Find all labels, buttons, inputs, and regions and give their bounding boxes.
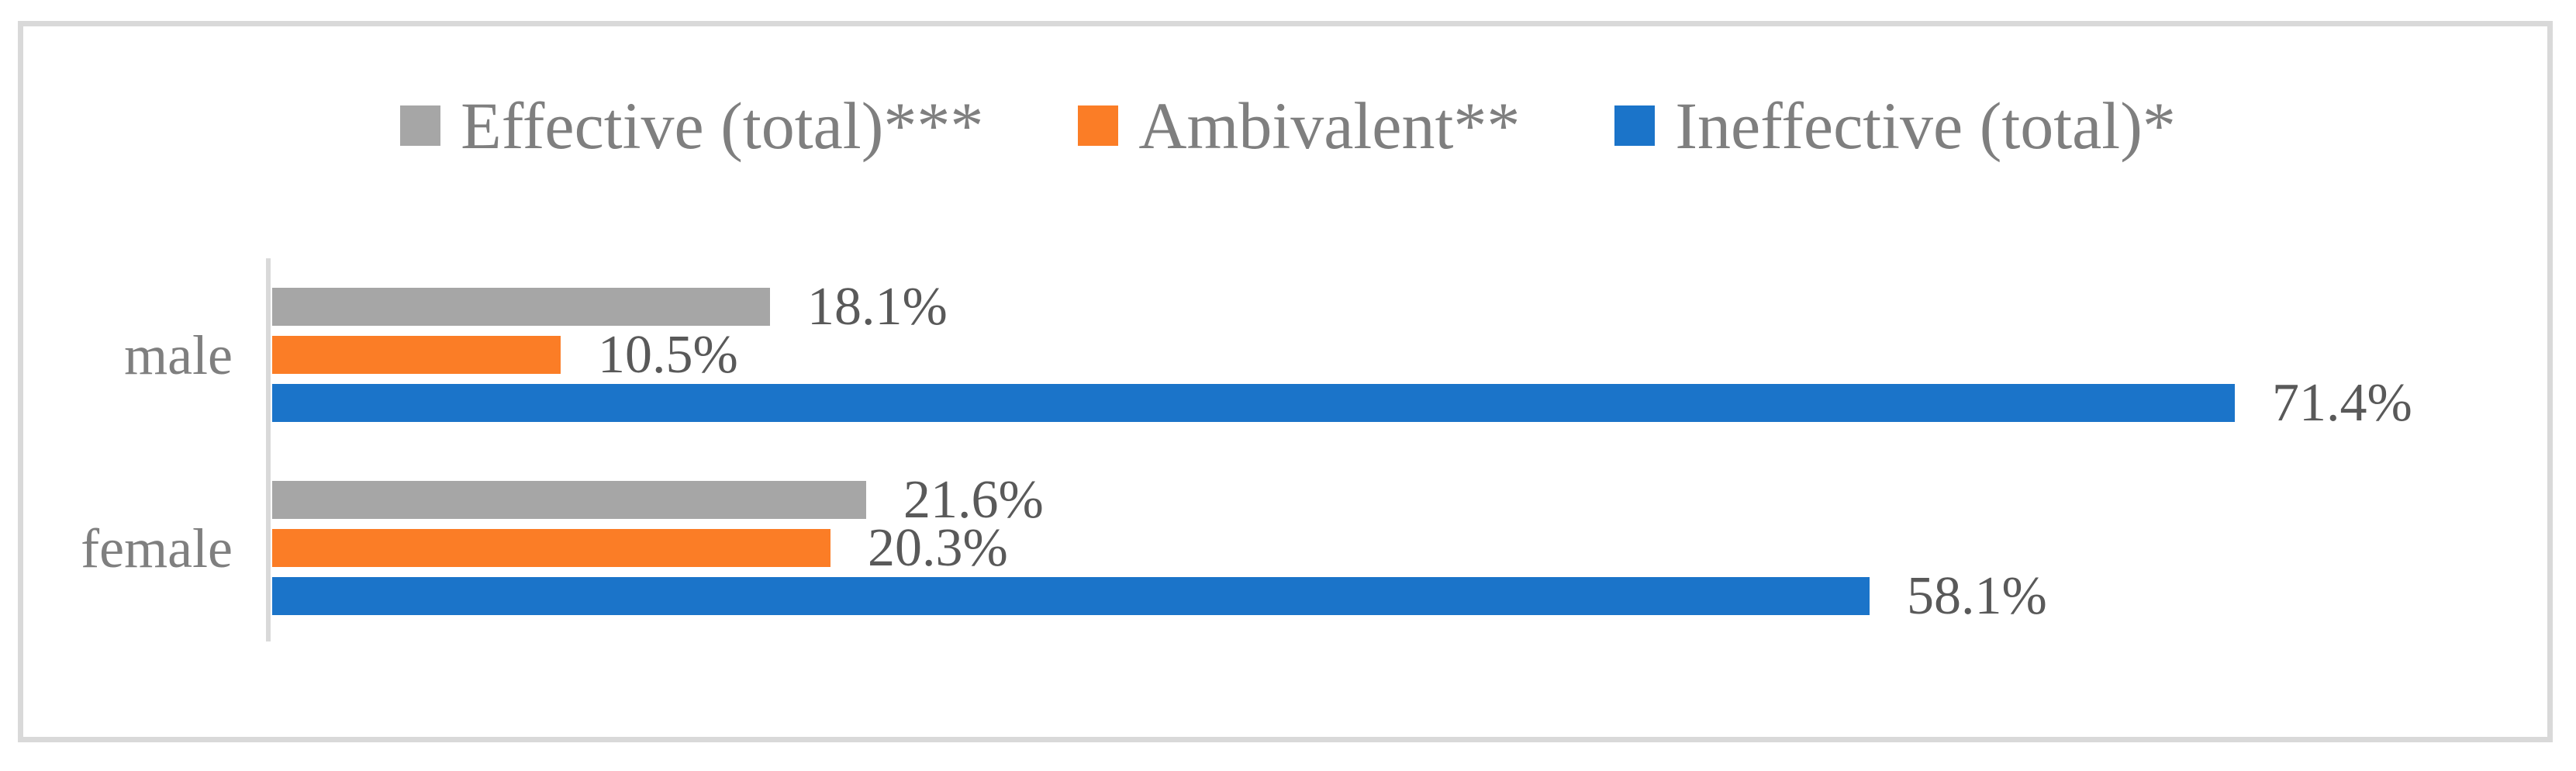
legend-label: Ambivalent**	[1138, 88, 1521, 163]
legend-swatch-icon	[1614, 105, 1656, 146]
legend-swatch-icon	[400, 105, 441, 146]
bar-male-ineffective	[272, 384, 2235, 422]
category-axis-line	[266, 258, 271, 641]
data-label-male-effective: 18.1%	[807, 276, 948, 337]
data-label-female-ineffective: 58.1%	[1907, 565, 2047, 626]
bar-female-ineffective	[272, 577, 1870, 615]
bar-female-effective	[272, 481, 866, 519]
bar-male-effective	[272, 288, 770, 326]
data-label-female-ambivalent: 20.3%	[868, 517, 1008, 578]
category-label-female: female	[81, 517, 233, 579]
data-label-male-ambivalent: 10.5%	[598, 324, 738, 385]
legend-item-ineffective: Ineffective (total)*	[1614, 88, 2176, 163]
legend-item-ambivalent: Ambivalent**	[1078, 92, 1520, 159]
data-label-female-effective: 21.6%	[903, 469, 1044, 530]
legend-label: Ineffective (total)*	[1675, 88, 2176, 163]
bar-male-ambivalent	[272, 336, 561, 374]
category-label-male: male	[124, 323, 233, 386]
bar-female-ambivalent	[272, 529, 830, 567]
data-label-male-ineffective: 71.4%	[2272, 372, 2412, 433]
legend-item-effective: Effective (total)***	[400, 92, 983, 159]
chart-legend: Effective (total)*** Ambivalent** Ineffect…	[0, 90, 2576, 161]
legend-label: Effective (total)***	[461, 88, 984, 163]
legend-swatch-icon	[1078, 105, 1119, 146]
